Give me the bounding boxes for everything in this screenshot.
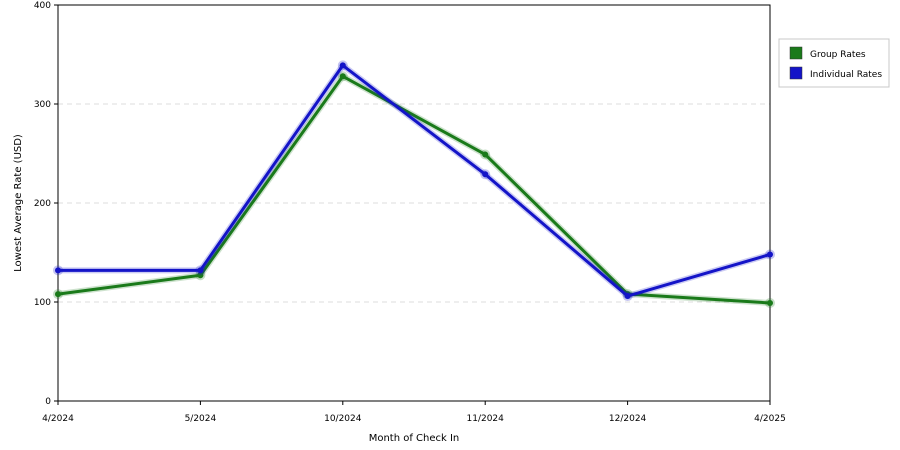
legend-swatch (789, 46, 803, 60)
legend-label: Group Rates (810, 50, 866, 60)
data-point (55, 291, 61, 298)
data-point (339, 62, 346, 69)
series-line (58, 63, 771, 298)
data-point (624, 293, 631, 300)
x-tick-label: 12/2024 (609, 414, 647, 424)
legend-swatch (789, 66, 803, 80)
data-point (197, 272, 204, 279)
data-point (767, 251, 773, 258)
axis-layer: 0 100 200 300 400 4/2024 5/2024 10/2024 11/2024 1… (34, 1, 786, 424)
x-tick-label: 11/2024 (467, 414, 505, 424)
y-axis-title: Lowest Average Rate (USD) (13, 134, 24, 272)
data-point (197, 267, 204, 274)
x-tick-label: 5/2024 (185, 414, 217, 424)
y-tick-label: 400 (34, 1, 51, 11)
series-line-shadow (58, 62, 771, 300)
legend-label: Individual Rates (810, 70, 882, 80)
y-tick-label: 100 (34, 298, 51, 308)
data-point (482, 151, 489, 158)
x-tick-label: 4/2024 (42, 414, 74, 424)
y-tick-label: 0 (45, 397, 51, 407)
series-layer (53, 60, 775, 308)
x-tick-label: 4/2025 (754, 414, 786, 424)
y-tick-label: 300 (34, 100, 51, 110)
series-line (57, 74, 771, 305)
x-tick-label: 10/2024 (324, 414, 362, 424)
data-point (767, 299, 773, 306)
data-point (482, 171, 489, 178)
x-axis-title: Month of Check In (369, 433, 460, 444)
data-point (55, 267, 61, 274)
data-point (339, 73, 346, 80)
y-tick-label: 200 (34, 199, 51, 209)
legend: Group Rates Individual Rates (778, 38, 890, 88)
grid-layer (58, 103, 770, 303)
